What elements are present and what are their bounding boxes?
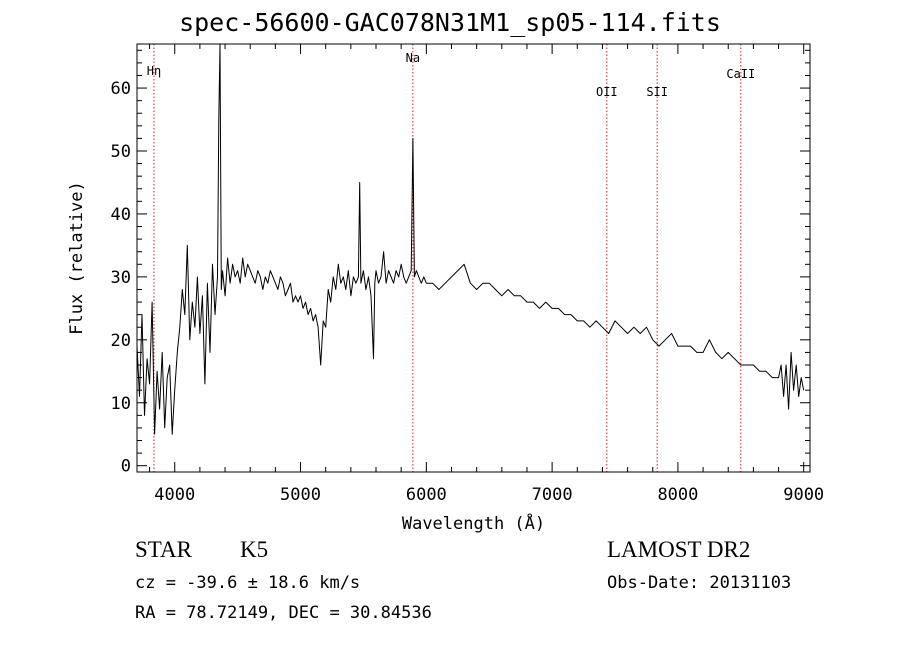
y-tick-label: 20 [111,331,131,351]
plot-frame [136,43,811,473]
y-tick-label: 50 [111,142,131,162]
y-axis-label: Flux (relative) [67,181,87,335]
y-tick-label: 0 [121,457,131,477]
line-marker-label: OII [596,85,618,99]
observation-date: Obs-Date: 20131103 [607,573,792,593]
x-tick-label: 4000 [154,485,195,505]
y-tick-label: 10 [111,394,131,414]
coordinates: RA = 78.72149, DEC = 30.84536 [135,603,432,623]
series-layer [136,43,805,435]
y-tick-label: 40 [111,205,131,225]
y-tick-label: 30 [111,268,131,288]
x-tick-label: 8000 [657,485,698,505]
line-markers: Hη Na OII SII CaII [147,44,755,472]
x-tick-label: 7000 [532,485,573,505]
x-tick-label: 9000 [783,485,824,505]
line-marker-label: SII [646,85,668,99]
y-tick-label: 60 [111,79,131,99]
x-tick-label: 5000 [280,485,321,505]
object-subclass: K5 [240,537,269,562]
x-tick-label: 6000 [406,485,447,505]
line-marker-label: CaII [726,67,755,81]
x-axis-label: Wavelength (Å) [402,512,545,534]
object-type: STAR [135,537,192,562]
line-marker-label: Na [406,51,420,65]
axis-ticks: 4000 5000 6000 7000 8000 9000 0 10 20 30 40 50 60 [111,44,824,505]
spectrum-line-0 [136,43,805,435]
chart-title: spec-56600-GAC078N31M1_sp05-114.fits [179,8,721,37]
survey-name: LAMOST DR2 [607,537,751,562]
redshift-info: cz = -39.6 ± 18.6 km/s [135,573,361,593]
line-marker-label: Hη [147,64,161,78]
